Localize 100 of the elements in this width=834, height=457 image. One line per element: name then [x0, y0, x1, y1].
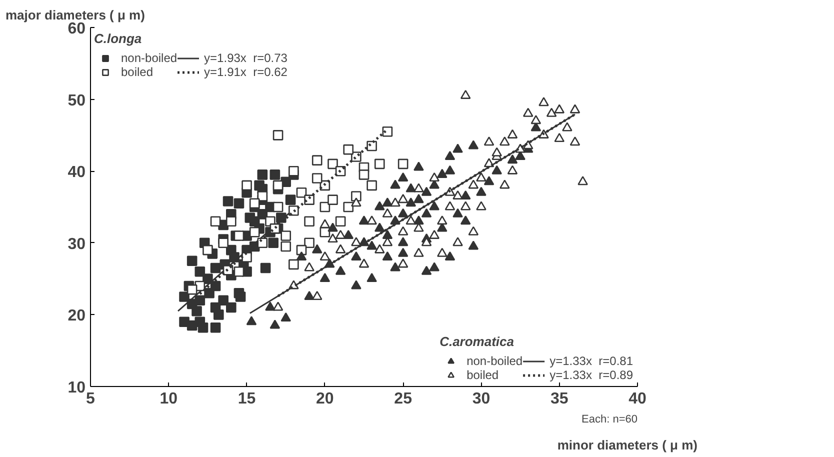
point — [272, 202, 284, 212]
point — [390, 180, 400, 189]
legend-title: C.longa — [94, 31, 143, 46]
legend-label: boiled — [121, 65, 154, 79]
point — [374, 244, 385, 254]
point — [366, 272, 377, 282]
point — [500, 136, 510, 146]
point — [507, 129, 518, 138]
point — [484, 136, 494, 146]
point — [436, 216, 448, 225]
x-tick-label: 25 — [394, 390, 412, 408]
point — [366, 180, 377, 191]
point — [398, 158, 408, 170]
point — [268, 238, 279, 248]
point — [374, 222, 385, 232]
point — [414, 248, 424, 257]
point — [270, 320, 280, 329]
point — [398, 248, 408, 257]
point — [351, 251, 362, 261]
point — [242, 180, 252, 191]
point — [570, 136, 580, 146]
point — [436, 168, 448, 178]
point — [210, 262, 221, 274]
point — [270, 170, 280, 180]
y-axis-title: major diameters ( μ m) — [6, 8, 145, 22]
x-tick-label: 10 — [160, 390, 178, 408]
point — [460, 216, 471, 225]
point — [421, 266, 432, 275]
point — [460, 190, 471, 200]
point — [257, 170, 268, 180]
point — [429, 172, 440, 182]
point — [382, 230, 393, 239]
point — [507, 165, 518, 174]
point — [358, 216, 370, 225]
point — [444, 150, 456, 160]
point — [468, 226, 479, 236]
point — [374, 201, 385, 210]
point — [374, 158, 385, 170]
point — [452, 144, 463, 153]
x-tick-label: 35 — [550, 390, 568, 408]
point — [468, 240, 479, 250]
point — [320, 219, 330, 228]
point — [320, 272, 330, 282]
point — [285, 194, 296, 205]
point — [351, 237, 362, 246]
point — [522, 140, 534, 150]
point — [186, 256, 198, 266]
point — [288, 259, 299, 270]
y-tick-label: 50 — [68, 92, 86, 110]
point — [257, 191, 268, 202]
point — [421, 186, 432, 196]
point — [328, 222, 338, 232]
point — [312, 155, 322, 166]
legend-label: y=1.93x r=0.73 — [204, 51, 288, 65]
point — [235, 292, 246, 302]
point — [304, 216, 314, 227]
point — [280, 241, 292, 252]
point — [429, 262, 440, 272]
point — [260, 262, 271, 274]
point — [218, 238, 228, 248]
point — [444, 201, 456, 210]
point — [328, 158, 338, 170]
point — [382, 251, 393, 261]
x-tick-label: 30 — [472, 390, 490, 408]
point — [328, 194, 338, 205]
point — [570, 104, 580, 114]
point — [244, 212, 256, 223]
point — [234, 266, 244, 277]
point — [366, 216, 377, 225]
point — [210, 322, 221, 333]
point — [398, 208, 408, 218]
legend-label: y=1.33x r=0.89 — [550, 368, 633, 382]
point — [335, 216, 346, 227]
y-tick-label: 30 — [68, 236, 86, 253]
point — [343, 230, 354, 239]
point — [351, 198, 362, 207]
legend-label: y=1.33x r=0.81 — [550, 354, 633, 368]
point — [421, 208, 432, 218]
point — [538, 97, 549, 106]
y-tick-label: 60 — [68, 20, 86, 38]
point — [562, 122, 572, 132]
point — [280, 312, 292, 322]
point — [436, 248, 448, 257]
point — [460, 90, 471, 99]
point — [304, 262, 314, 272]
point — [452, 208, 463, 218]
point — [468, 180, 479, 189]
point — [226, 302, 236, 313]
legend-label: y=1.91x r=0.62 — [204, 65, 288, 79]
x-tick-label: 40 — [628, 390, 646, 408]
point — [406, 198, 416, 207]
point — [265, 302, 276, 311]
point — [398, 226, 408, 236]
y-tick-label: 20 — [68, 308, 86, 325]
point — [272, 302, 284, 311]
point — [249, 226, 260, 238]
point — [554, 132, 565, 142]
point — [351, 280, 362, 290]
point — [390, 262, 400, 272]
point — [468, 140, 479, 150]
